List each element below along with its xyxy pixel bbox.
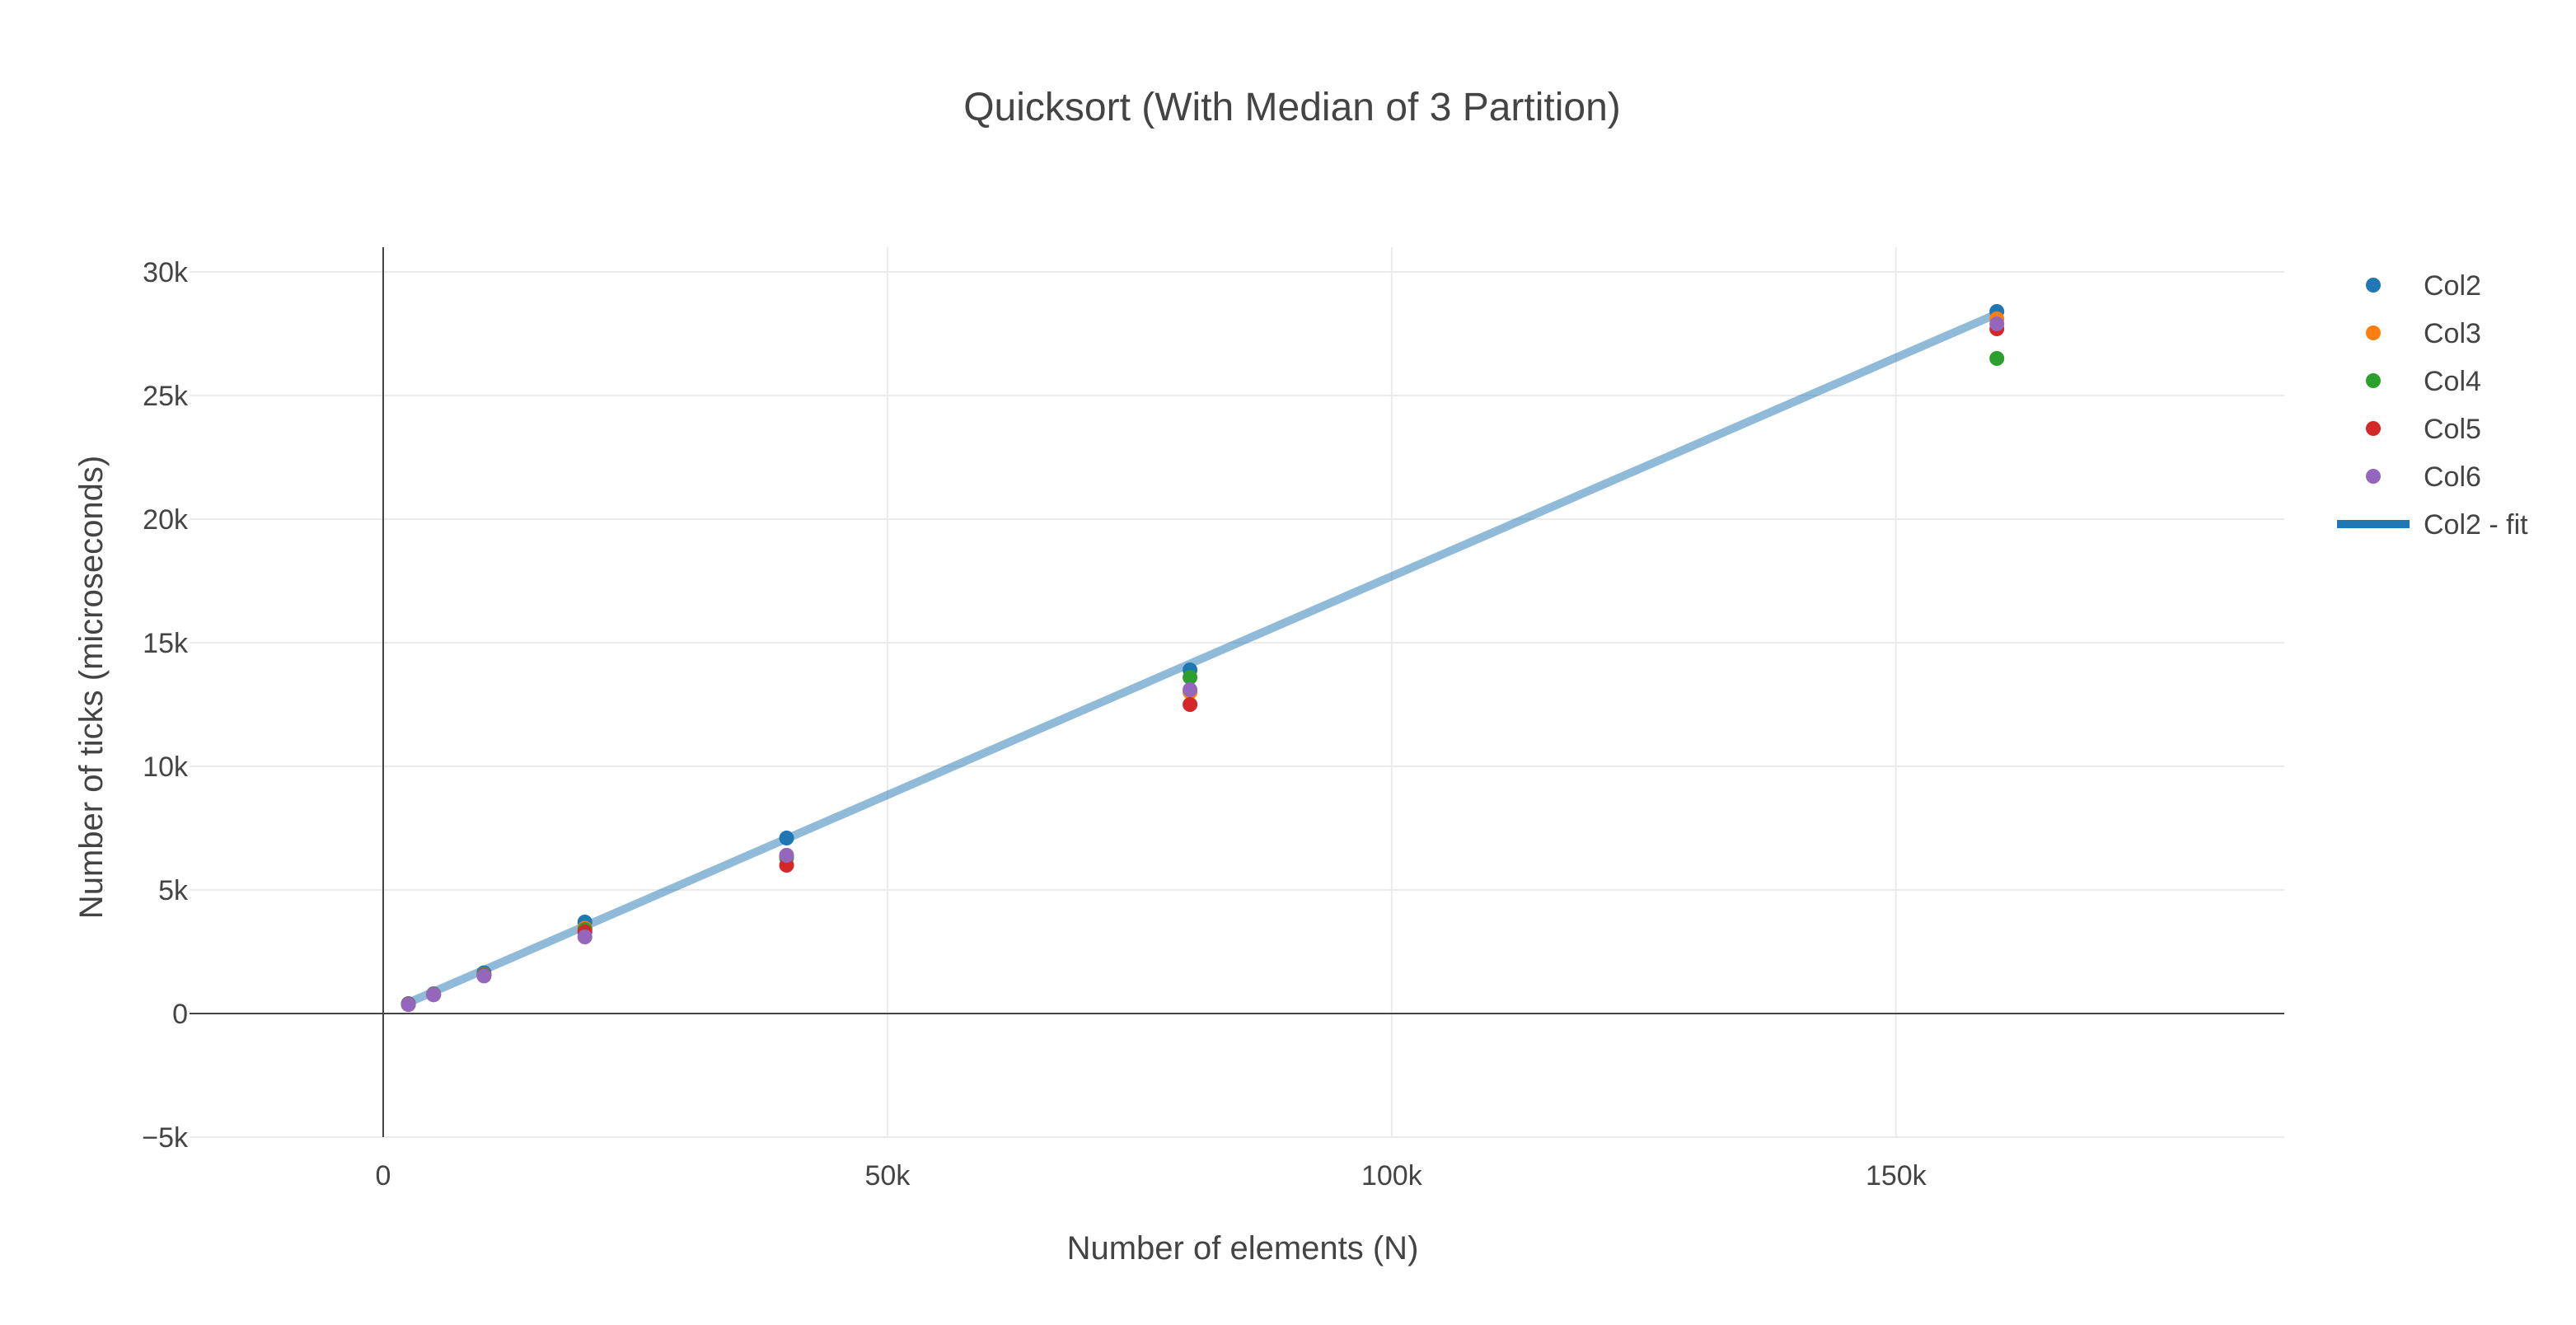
chart-title: Quicksort (With Median of 3 Partition) <box>963 86 1621 129</box>
data-point-col4[interactable] <box>1183 670 1198 685</box>
legend[interactable]: Col2 Col3 Col4 Col5 Col6 Col2 - fit <box>2337 270 2528 541</box>
legend-item-col6[interactable]: Col6 <box>2366 461 2481 493</box>
y-tick-label: −5k <box>142 1122 189 1154</box>
data-point-col6[interactable] <box>1183 682 1198 697</box>
data-point-col6[interactable] <box>426 987 442 1003</box>
data-point-col6[interactable] <box>577 929 592 944</box>
y-tick-label: 5k <box>158 875 189 906</box>
legend-label: Col3 <box>2424 318 2481 349</box>
x-tick-label: 0 <box>376 1160 391 1192</box>
x-tick-label: 150k <box>1866 1160 1927 1192</box>
data-point-col6[interactable] <box>400 997 416 1013</box>
legend-item-col5[interactable]: Col5 <box>2366 414 2481 445</box>
x-axis-title: Number of elements (N) <box>1067 1230 1419 1266</box>
y-tick-label: 15k <box>143 628 189 659</box>
legend-item-col4[interactable]: Col4 <box>2366 366 2481 397</box>
legend-item-col2-fit[interactable]: Col2 - fit <box>2337 509 2528 541</box>
x-tick-label: 100k <box>1361 1160 1423 1192</box>
legend-swatch-marker <box>2366 421 2381 436</box>
series-line-col2-fit <box>406 310 1999 1007</box>
data-point-col6[interactable] <box>779 848 794 863</box>
legend-swatch-marker <box>2366 469 2381 484</box>
data-point-col6[interactable] <box>476 968 492 984</box>
legend-label: Col5 <box>2424 414 2481 445</box>
y-tick-label: 30k <box>143 257 189 288</box>
legend-label: Col6 <box>2424 461 2481 493</box>
legend-label: Col2 <box>2424 270 2481 302</box>
y-tick-label: 20k <box>143 504 189 536</box>
x-tick-label: 50k <box>865 1160 911 1192</box>
y-tick-label: 10k <box>143 751 189 783</box>
y-tick-label: 0 <box>172 999 188 1030</box>
legend-label: Col2 - fit <box>2424 509 2528 541</box>
data-point-col5[interactable] <box>1183 697 1198 712</box>
legend-swatch-marker <box>2366 278 2381 293</box>
data-point-col2[interactable] <box>779 831 794 845</box>
legend-item-col2[interactable]: Col2 <box>2366 270 2481 302</box>
legend-item-col3[interactable]: Col3 <box>2366 318 2481 349</box>
y-tick-label: 25k <box>143 381 189 412</box>
legend-swatch-marker <box>2366 373 2381 388</box>
data-point-col6[interactable] <box>1989 316 2005 331</box>
legend-label: Col4 <box>2424 366 2481 397</box>
data-point-col4[interactable] <box>1989 351 2005 366</box>
plot-area: 0 50k 100k 150k −5k 0 5k 10k 15k 20k 25k 30k <box>142 247 2284 1192</box>
legend-swatch-marker <box>2366 325 2381 340</box>
y-axis-title: Number of ticks (microseconds) <box>73 456 110 919</box>
